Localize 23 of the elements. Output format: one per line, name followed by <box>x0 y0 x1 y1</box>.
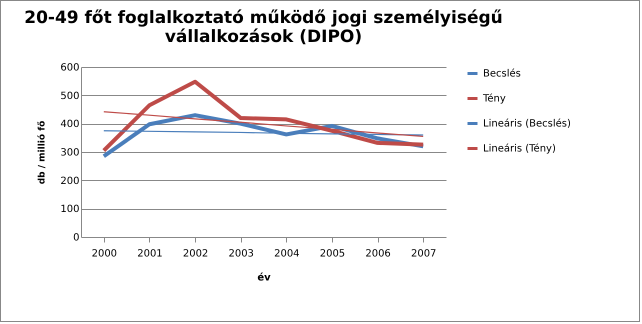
x-tick-label: 2005 <box>320 248 346 260</box>
x-tick-label: 2006 <box>365 248 391 260</box>
x-tick-label: 2007 <box>410 248 436 260</box>
legend-label: Lineáris (Becslés) <box>483 118 572 130</box>
y-tick-label: 200 <box>60 176 80 187</box>
x-tick-label: 2003 <box>228 248 254 260</box>
x-tick-label: 2004 <box>274 248 300 260</box>
legend-label: Lineáris (Tény) <box>483 144 556 154</box>
x-tick-label: 2001 <box>137 248 163 260</box>
legend-label: Becslés <box>483 68 521 80</box>
y-tick-label: 500 <box>60 90 80 102</box>
y-tick-label: 300 <box>60 148 80 158</box>
y-tick-label: 100 <box>60 204 80 216</box>
legend-label: Tény <box>482 94 506 104</box>
y-tick-label: 400 <box>60 119 80 130</box>
y-axis-title: db / millió fő <box>36 120 48 184</box>
y-tick-label: 0 <box>73 232 80 244</box>
x-axis-title: év <box>257 272 272 284</box>
x-tick-label: 2002 <box>182 248 208 260</box>
line-series <box>102 80 426 153</box>
x-tick-label: 2000 <box>92 248 118 260</box>
chart-title: 20-49 főt foglalkoztató működő jogi személyiségű vállalkozások (DIPO) <box>24 8 503 47</box>
y-tick-label: 600 <box>60 62 80 74</box>
